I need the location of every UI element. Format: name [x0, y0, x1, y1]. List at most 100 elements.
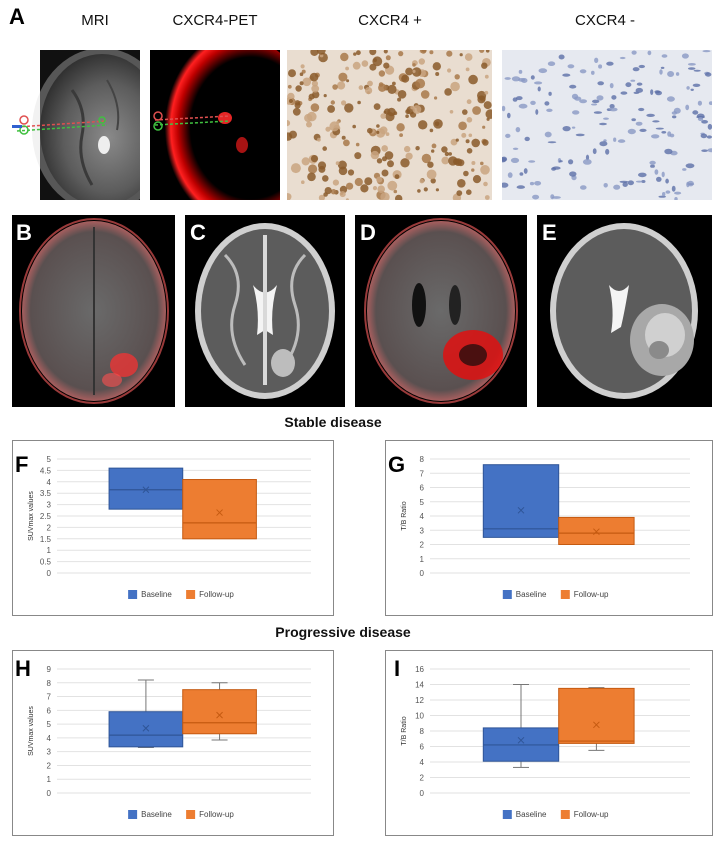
- followup-box: [182, 479, 257, 540]
- y-tick-label: 3.5: [40, 489, 52, 498]
- y-tick-label: 0.5: [40, 558, 52, 567]
- followup-mean-marker: [593, 721, 600, 729]
- y-tick-label: 4: [420, 758, 425, 767]
- chart-frame-h: 0 1 2 3 4 5 6 7 8 9 SUVmax values Baseline Follow-up: [12, 650, 334, 836]
- legend-label-followup: Follow-up: [199, 810, 234, 819]
- y-axis-label: SUVmax values: [28, 706, 35, 756]
- baseline-box: [482, 464, 560, 538]
- y-tick-label: 3: [420, 526, 425, 535]
- cxcr4-negative-histology-image: [502, 50, 712, 200]
- y-tick-label: 16: [415, 665, 424, 674]
- y-tick-label: 4: [47, 478, 52, 487]
- y-tick-label: 0: [420, 789, 425, 798]
- baseline-mean-marker: [142, 724, 150, 732]
- y-tick-label: 7: [47, 693, 52, 702]
- y-tick-label: 6: [420, 484, 425, 493]
- followup-box: [558, 516, 635, 546]
- y-tick-label: 4: [47, 734, 52, 743]
- y-tick-label: 2.5: [40, 512, 52, 521]
- y-tick-label: 7: [420, 469, 425, 478]
- y-tick-label: 3: [47, 501, 52, 510]
- y-axis-label: T/B Ratio: [401, 716, 408, 745]
- panel-letter-d: D: [360, 220, 376, 245]
- y-tick-label: 4: [420, 512, 425, 521]
- y-tick-label: 12: [415, 696, 424, 705]
- legend-label-followup: Follow-up: [199, 590, 234, 599]
- column-title-mri: MRI: [81, 12, 109, 29]
- baseline-mean-marker: [517, 736, 525, 744]
- baseline-box: [108, 711, 184, 748]
- legend-label-baseline: Baseline: [141, 810, 172, 819]
- t2-mri-image-e: [537, 215, 712, 407]
- panel-letter-g: G: [388, 452, 406, 477]
- panel-letter-c: C: [190, 220, 206, 245]
- y-tick-label: 8: [420, 455, 425, 464]
- y-tick-label: 1.5: [40, 535, 52, 544]
- box-plot-g: 0 1 2 3 4 5 6 7 8 T/B Ratio Baseline Follow-up: [401, 455, 690, 599]
- cxcr4-pet-image: [150, 50, 280, 200]
- column-title-cxcr4-pet: CXCR4-PET: [172, 12, 258, 29]
- legend-swatch-followup: [186, 810, 196, 819]
- y-tick-label: 5: [47, 720, 52, 729]
- followup-mean-marker: [216, 509, 223, 516]
- y-tick-label: 5: [420, 498, 425, 507]
- panel-letter-a: A: [9, 4, 25, 29]
- y-tick-label: 1: [47, 775, 52, 784]
- y-tick-label: 6: [420, 743, 425, 752]
- followup-mean-marker: [593, 528, 600, 536]
- y-tick-label: 2: [47, 523, 52, 532]
- y-tick-label: 8: [420, 727, 425, 736]
- y-tick-label: 5: [47, 455, 52, 464]
- y-tick-label: 2: [47, 761, 52, 770]
- y-tick-label: 9: [47, 665, 52, 674]
- column-title-cxcr4-negative: CXCR4 -: [574, 12, 635, 29]
- y-tick-label: 10: [415, 712, 424, 721]
- panel-letter-e: E: [542, 220, 557, 245]
- pet-mri-fusion-image-d: [355, 215, 527, 407]
- y-tick-label: 4.5: [40, 466, 52, 475]
- baseline-box: [108, 467, 184, 510]
- followup-box: [182, 689, 257, 735]
- followup-box: [558, 687, 635, 744]
- legend-label-baseline: Baseline: [516, 810, 547, 819]
- box-plot-f: 0 0.5 1 1.5 2 2.5 3 3.5 4 4.5 5 SUVmax values Baseli…: [28, 455, 311, 599]
- cxcr4-positive-histology-image: [287, 50, 492, 200]
- t2-mri-image-c: [185, 215, 345, 407]
- legend-swatch-baseline: [502, 590, 512, 599]
- legend-label-baseline: Baseline: [141, 590, 172, 599]
- y-tick-label: 0: [420, 569, 425, 578]
- panel-letter-h: H: [15, 656, 31, 681]
- y-tick-label: 8: [47, 679, 52, 688]
- y-tick-label: 2: [420, 774, 425, 783]
- box-plot-h: 0 1 2 3 4 5 6 7 8 9 SUVmax values Baseline Follow-up: [28, 665, 311, 819]
- panel-letter-b: B: [16, 220, 32, 245]
- chart-frame-i: 0 2 4 6 8 10 12 14 16 T/B Ratio Baseline Follow-up: [385, 650, 713, 836]
- y-tick-label: 14: [415, 681, 424, 690]
- baseline-mean-marker: [142, 486, 150, 494]
- legend-swatch-followup: [560, 590, 570, 599]
- y-tick-label: 2: [420, 541, 425, 550]
- legend-swatch-baseline: [128, 590, 138, 599]
- legend-swatch-baseline: [502, 810, 512, 819]
- mri-axial-image: [12, 50, 140, 200]
- column-title-cxcr4-positive: CXCR4 +: [358, 12, 422, 29]
- chart-frame-g: 0 1 2 3 4 5 6 7 8 T/B Ratio Baseline Follow-up: [385, 440, 713, 616]
- followup-mean-marker: [216, 711, 223, 719]
- box-plot-i: 0 2 4 6 8 10 12 14 16 T/B Ratio Baseline Follow-up: [401, 665, 690, 819]
- baseline-mean-marker: [517, 506, 525, 514]
- y-tick-label: 1: [47, 546, 52, 555]
- y-tick-label: 1: [420, 555, 425, 564]
- legend-swatch-followup: [186, 590, 196, 599]
- y-axis-label: SUVmax values: [28, 491, 35, 541]
- legend-swatch-followup: [560, 810, 570, 819]
- legend-label-followup: Follow-up: [574, 590, 609, 599]
- legend-swatch-baseline: [128, 810, 138, 819]
- chart-frame-f: 0 0.5 1 1.5 2 2.5 3 3.5 4 4.5 5 SUVmax values Baseli…: [12, 440, 334, 616]
- legend-label-baseline: Baseline: [516, 590, 547, 599]
- section-title-stable-disease: Stable disease: [284, 414, 382, 430]
- y-axis-label: T/B Ratio: [401, 501, 408, 530]
- y-tick-label: 3: [47, 748, 52, 757]
- y-tick-label: 6: [47, 706, 52, 715]
- panel-letter-f: F: [15, 452, 29, 477]
- section-title-progressive-disease: Progressive disease: [275, 624, 411, 640]
